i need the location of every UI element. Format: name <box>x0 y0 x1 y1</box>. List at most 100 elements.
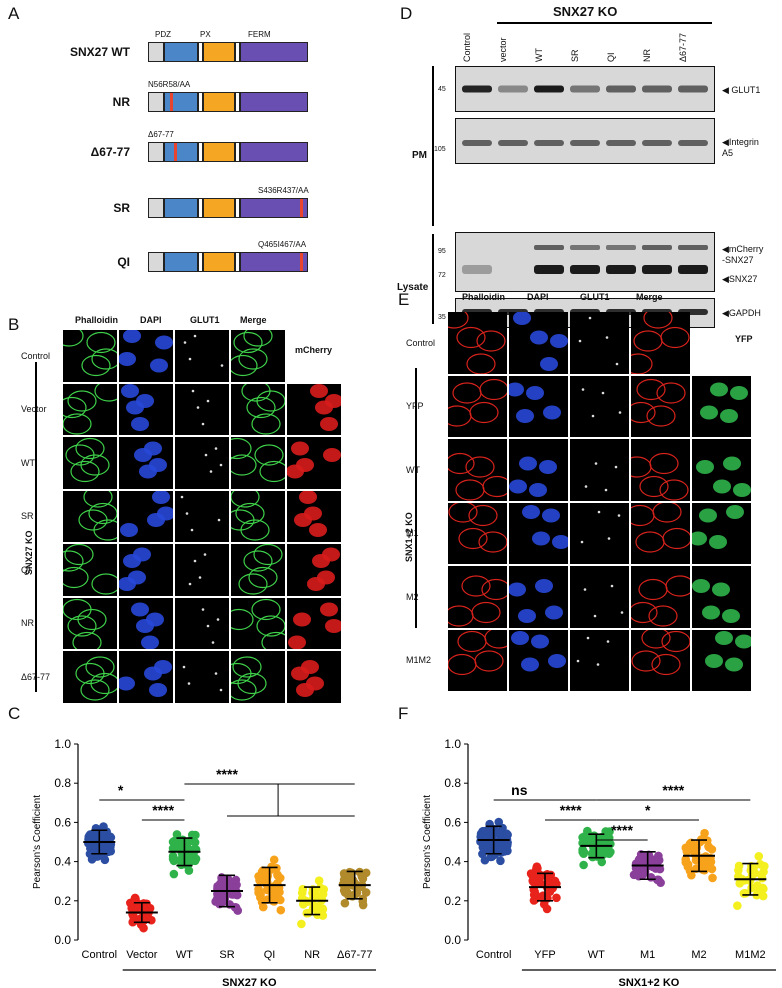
row-label: Control <box>406 337 436 348</box>
data-point <box>269 855 279 865</box>
domain-segment <box>203 198 235 218</box>
mw-72: 72 <box>438 272 446 279</box>
data-point <box>187 830 197 840</box>
d-section-pm: PM <box>412 150 427 161</box>
micrograph-tile <box>119 490 173 542</box>
data-point <box>276 895 285 905</box>
domain-segment <box>203 92 235 112</box>
data-point <box>706 857 716 867</box>
micrograph-tile <box>631 375 690 437</box>
data-point <box>496 856 505 866</box>
micrograph-tile <box>631 566 690 628</box>
panel-label-d: D <box>400 4 413 23</box>
data-point <box>273 870 282 880</box>
data-point <box>708 873 717 883</box>
data-point <box>303 908 313 918</box>
e-col-phalloidin: Phalloidin <box>462 292 506 302</box>
domain-segment <box>235 198 240 218</box>
micrograph-tile <box>287 437 341 489</box>
b-group-label: SNX27 KO <box>24 530 34 575</box>
mutation-marker <box>300 253 303 271</box>
data-point <box>142 899 151 909</box>
micrograph-tile <box>119 437 173 489</box>
e-col-dapi: DAPI <box>527 292 549 302</box>
data-point <box>297 919 306 929</box>
construct-mutation: Q465I467/AA <box>258 240 307 249</box>
data-point <box>168 851 178 861</box>
b-group-bracket <box>35 362 37 692</box>
construct-name: SR <box>113 201 130 215</box>
sig-mark: **** <box>216 766 238 782</box>
x-tick-label: YFP <box>534 949 555 961</box>
micrograph-tile <box>570 502 629 564</box>
e-col-yfp: YFP <box>735 334 753 344</box>
row-label: QI <box>21 564 31 575</box>
data-point <box>760 861 769 871</box>
group-label: SNX1+2 KO <box>619 977 680 988</box>
x-tick-label: QI <box>264 949 276 961</box>
x-tick-label: Control <box>82 949 117 961</box>
domain-segment <box>198 252 203 272</box>
x-tick-label: M1 <box>640 949 655 961</box>
data-point <box>707 864 717 874</box>
blot-label-gapdh: ◀GAPDH <box>722 308 761 318</box>
domain-segment <box>164 252 198 272</box>
domain-segment <box>198 42 203 62</box>
x-tick-label: NR <box>304 949 320 961</box>
construct-mutation: N56R58/AA <box>148 80 191 89</box>
data-point <box>481 826 491 836</box>
data-point <box>130 895 139 904</box>
data-point <box>552 893 561 903</box>
data-point <box>494 817 504 827</box>
domain-segment <box>148 142 164 162</box>
data-point <box>84 839 93 848</box>
micrograph-tile <box>287 651 341 703</box>
micrograph-tile <box>570 312 629 374</box>
micrograph-tile <box>63 383 117 435</box>
x-tick-label: SR <box>219 949 234 961</box>
b-col-mcherry: mCherry <box>295 345 333 355</box>
micrograph-tile <box>631 629 690 691</box>
d-pm-bracket <box>432 66 434 226</box>
data-point <box>753 888 763 898</box>
data-point <box>190 838 200 847</box>
micrograph-tile <box>448 312 507 374</box>
domain-segment <box>148 92 164 112</box>
data-point <box>99 822 108 831</box>
domain-title-pdz: PDZ <box>155 30 171 39</box>
y-axis-label: Pearson's Coefficient <box>32 795 43 889</box>
y-tick-label: 0.8 <box>444 776 461 790</box>
data-point <box>579 860 588 870</box>
group-label: SNX27 KO <box>222 977 277 988</box>
micrograph-tile <box>63 330 117 382</box>
data-point <box>339 869 349 878</box>
data-point <box>88 829 98 839</box>
data-point <box>254 888 263 898</box>
micrograph-tile <box>509 566 568 628</box>
data-point <box>319 885 329 894</box>
micrograph-tile <box>231 330 285 382</box>
micrograph-tile <box>287 597 341 649</box>
domain-segment <box>203 42 235 62</box>
data-point <box>184 866 194 875</box>
construct-name: SNX27 WT <box>69 45 130 59</box>
micrograph-tile <box>63 597 117 649</box>
micrograph-tile <box>448 629 507 691</box>
construct-name: QI <box>117 255 130 269</box>
micrograph-tile <box>448 502 507 564</box>
domain-segment <box>198 198 203 218</box>
micrograph-tile <box>448 439 507 501</box>
domain-segment <box>198 142 203 162</box>
micrograph-tile <box>119 383 173 435</box>
data-point <box>476 837 485 846</box>
row-label: M1 <box>406 528 419 539</box>
lane-label: vector <box>498 37 508 62</box>
data-point <box>578 845 587 854</box>
micrograph-tile <box>509 502 568 564</box>
blot-label-snx27: ◀SNX27 <box>722 274 758 284</box>
micrograph-tile <box>448 566 507 628</box>
lane-label: WT <box>534 48 544 62</box>
row-label: M2 <box>406 591 419 602</box>
data-point <box>174 842 184 852</box>
domain-segment <box>148 42 164 62</box>
